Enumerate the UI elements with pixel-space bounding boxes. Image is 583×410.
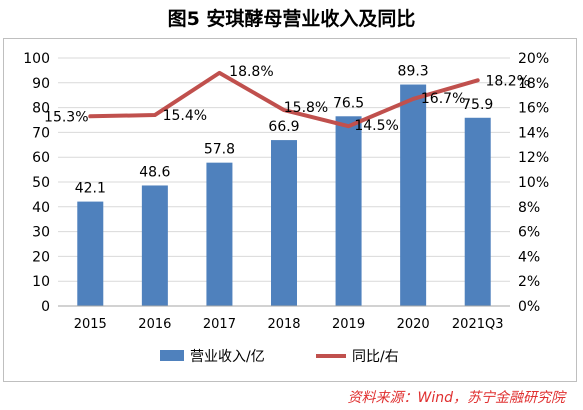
chart-svg: 0 10 20 30 40 50 60 70 80 90 100 0% 2% 4% 6% 8% 10% 12% 14…: [23, 51, 549, 365]
bar-value-label: 66.9: [268, 119, 299, 135]
line-value-label: 14.5%: [354, 118, 398, 134]
y-right-tick-label: 12%: [518, 150, 549, 166]
legend-bar-label: 营业收入/亿: [190, 349, 265, 365]
y-right-tick-label: 14%: [518, 125, 549, 141]
legend: 营业收入/亿 同比/右: [160, 349, 399, 365]
x-tick-label: 2017: [203, 317, 236, 332]
bar-value-label: 48.6: [139, 164, 170, 180]
line-value-label: 15.4%: [163, 108, 207, 124]
bar: [271, 140, 297, 306]
data-labels: 42.1 48.6 57.8 66.9 76.5 89.3 75.9 15.3% 15.4% 18…: [44, 64, 530, 197]
y-right-tick-label: 18%: [518, 76, 549, 92]
legend-bar-swatch: [160, 350, 184, 361]
y-left-tick-label: 50: [32, 175, 50, 191]
y-left-tick-label: 10: [32, 274, 50, 290]
bar-value-label: 57.8: [204, 142, 235, 158]
chart-title: 图5 安琪酵母营业收入及同比: [167, 8, 416, 30]
bar-value-label: 75.9: [462, 97, 493, 113]
growth-point: [283, 109, 285, 111]
line-value-label: 16.7%: [421, 91, 465, 107]
bar-value-label: 42.1: [75, 181, 106, 197]
bar: [206, 162, 233, 306]
bar: [141, 185, 168, 306]
x-tick-label: 2021Q3: [452, 317, 504, 332]
y-right-tick-label: 16%: [518, 101, 549, 117]
y-right-tick-label: 0%: [518, 299, 540, 315]
bar: [464, 117, 491, 306]
y-right-tick-label: 6%: [518, 225, 540, 241]
growth-point: [218, 72, 220, 74]
growth-point: [154, 114, 156, 116]
bars: [77, 84, 491, 306]
line-value-label: 18.8%: [229, 64, 273, 80]
bar: [77, 201, 104, 306]
line-value-label: 15.8%: [284, 100, 328, 116]
bar: [335, 116, 362, 306]
x-tick-label: 2016: [138, 317, 171, 332]
bar-value-label: 76.5: [333, 95, 364, 111]
x-tick-label: 2018: [267, 317, 300, 332]
y-left-tick-label: 70: [32, 125, 50, 141]
y-left-tick-label: 30: [32, 225, 50, 241]
y-left-tick-label: 90: [32, 76, 50, 92]
y-right-tick-label: 10%: [518, 175, 549, 191]
axes: 0 10 20 30 40 50 60 70 80 90 100 0% 2% 4% 6% 8% 10% 12% 14…: [23, 51, 549, 332]
bar-value-label: 89.3: [398, 64, 429, 80]
growth-point: [412, 98, 414, 100]
source-note: 资料来源：Wind，苏宁金融研究院: [347, 390, 566, 406]
x-tick-label: 2020: [397, 317, 430, 332]
y-right-tick-label: 2%: [518, 274, 540, 290]
x-tick-label: 2019: [332, 317, 365, 332]
y-right-tick-label: 20%: [518, 51, 549, 67]
y-left-tick-label: 40: [32, 200, 50, 216]
y-right-tick-label: 8%: [518, 200, 540, 216]
y-left-tick-label: 80: [32, 101, 50, 117]
y-left-tick-label: 20: [32, 249, 50, 265]
line-value-label: 18.2%: [485, 73, 529, 89]
y-left-tick-label: 100: [23, 51, 50, 67]
line-value-label: 15.3%: [44, 109, 88, 125]
bar: [400, 84, 427, 306]
growth-line: [88, 70, 480, 129]
legend-line-label: 同比/右: [352, 349, 399, 365]
y-left-tick-label: 60: [32, 150, 50, 166]
x-tick-label: 2015: [74, 317, 107, 332]
growth-point: [348, 125, 350, 127]
growth-point: [89, 115, 91, 117]
growth-point: [477, 79, 479, 81]
y-left-tick-label: 0: [41, 299, 50, 315]
y-right-tick-label: 4%: [518, 249, 540, 265]
chart-frame: [3, 38, 577, 382]
